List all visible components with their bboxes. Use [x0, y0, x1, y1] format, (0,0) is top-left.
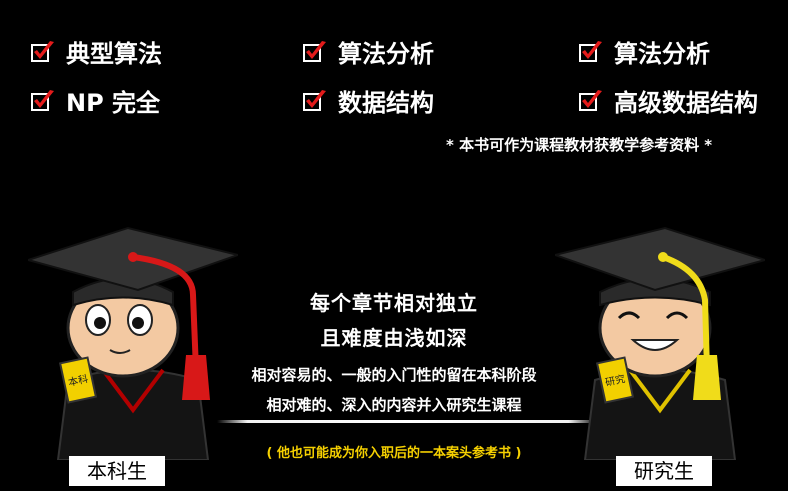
- check-icon: [303, 40, 326, 62]
- check-icon: [31, 89, 54, 111]
- center-title-2: 且难度由浅如深: [320, 326, 468, 350]
- footnote: ( 他也可能成为你入职后的一本案头参考书 ): [266, 446, 522, 461]
- book-text: 研究: [604, 372, 626, 389]
- feature-label: 算法分析: [614, 40, 710, 68]
- feature-label: 典型算法: [66, 40, 162, 68]
- check-icon: [31, 40, 54, 62]
- center-desc-2: 相对难的、深入的内容并入研究生课程: [266, 396, 522, 414]
- feature-item: 算法分析: [578, 34, 710, 69]
- feature-label: 高级数据结构: [614, 89, 758, 117]
- graduate-character: 研究: [555, 226, 765, 460]
- check-icon: [579, 89, 602, 111]
- check-icon: [579, 40, 602, 62]
- book-text: 本科: [67, 372, 89, 389]
- note-text: * 本书可作为课程教材获教学参考资料 *: [446, 136, 713, 154]
- feature-label: 算法分析: [338, 40, 434, 68]
- feature-label: 数据结构: [338, 89, 434, 117]
- feature-item: NP 完全: [30, 83, 160, 118]
- divider: [217, 420, 599, 423]
- center-desc-1: 相对容易的、一般的入门性的留在本科阶段: [251, 366, 537, 384]
- undergraduate-label: 本科生: [69, 456, 165, 486]
- undergraduate-character: 本科: [28, 226, 238, 460]
- graduate-label: 研究生: [616, 456, 712, 486]
- feature-item: 数据结构: [302, 83, 434, 118]
- center-title-1: 每个章节相对独立: [310, 291, 478, 315]
- feature-label: NP 完全: [66, 89, 161, 117]
- check-icon: [303, 89, 326, 111]
- feature-item: 算法分析: [302, 34, 434, 69]
- feature-item: 典型算法: [30, 34, 162, 69]
- feature-item: 高级数据结构: [578, 83, 758, 118]
